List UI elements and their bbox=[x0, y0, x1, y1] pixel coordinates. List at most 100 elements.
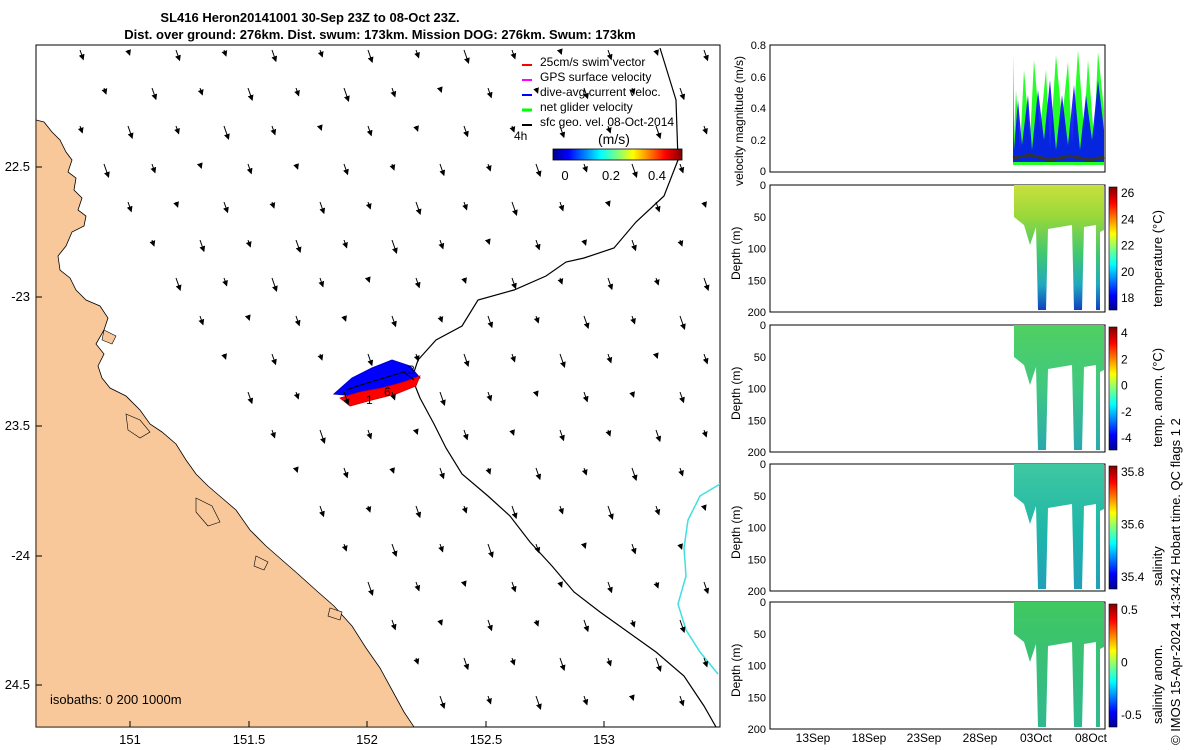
velocity-arrow bbox=[702, 657, 709, 668]
map-x-tick: 151.5 bbox=[233, 732, 266, 747]
depth-tick: 200 bbox=[748, 307, 766, 319]
isobath-1000m bbox=[677, 483, 720, 675]
colorbar-tick: 0.5 bbox=[1121, 603, 1138, 617]
colorbar-tick: 18 bbox=[1121, 291, 1135, 305]
velocity-arrow bbox=[582, 391, 589, 403]
colorbar-tick: 0 bbox=[1121, 379, 1128, 393]
velocity-arrow bbox=[702, 353, 709, 365]
velocity-arrow bbox=[223, 201, 229, 214]
depth-tick: 100 bbox=[748, 523, 766, 535]
velocity-arrow bbox=[125, 49, 131, 56]
velocity-arrow bbox=[389, 467, 395, 474]
credit-footer: © IMOS 15-Apr-2024 14:34:42 Hobart time.… bbox=[1168, 418, 1183, 745]
legend-dive-avg-current: dive-avg current veloc. bbox=[540, 85, 661, 99]
velocity-arrow bbox=[606, 49, 613, 61]
velocity-arrow bbox=[343, 163, 349, 176]
velocity-arrow bbox=[677, 239, 684, 247]
velocity-arrow bbox=[367, 49, 374, 64]
track-label-6: 6 bbox=[384, 385, 391, 399]
velocity-arrow bbox=[317, 49, 324, 58]
velocity-arrow bbox=[103, 163, 110, 178]
map-y-tick: 22.5 bbox=[5, 159, 30, 174]
velocity-arrow bbox=[534, 239, 541, 251]
velocity-arrow bbox=[701, 429, 708, 438]
velocity-arrow bbox=[463, 125, 469, 138]
depth-tick: 0 bbox=[760, 459, 766, 471]
velocity-arrow bbox=[221, 353, 227, 360]
velocity-arrow bbox=[582, 695, 589, 706]
velocity-arrow bbox=[484, 238, 491, 245]
colorbar-tick: 0 bbox=[561, 168, 568, 183]
velocity-arrow bbox=[439, 467, 445, 480]
velocity-arrow bbox=[631, 239, 637, 252]
depth-tick: 50 bbox=[754, 352, 766, 364]
velocity-arrow bbox=[654, 201, 661, 213]
velocity-arrow bbox=[126, 201, 133, 213]
velocity-arrow bbox=[293, 391, 300, 400]
velocity-arrow bbox=[605, 125, 612, 134]
date-tick: 13Sep bbox=[796, 731, 831, 745]
velocity-arrow bbox=[245, 239, 252, 248]
velocity-arrow bbox=[175, 277, 182, 292]
velocity-arrow bbox=[151, 87, 158, 101]
vel-y-tick: 0.8 bbox=[751, 40, 766, 52]
velocity-arrow bbox=[511, 505, 518, 520]
velocity-arrow bbox=[678, 695, 685, 707]
velocity-arrow bbox=[678, 163, 685, 174]
velocity-arrow bbox=[703, 277, 710, 292]
velocity-arrow bbox=[629, 391, 635, 398]
colorbar-tick: 35.4 bbox=[1121, 570, 1145, 584]
legend-gps-velocity: GPS surface velocity bbox=[540, 70, 651, 84]
depth-tick: 50 bbox=[754, 212, 766, 224]
velocity-arrow bbox=[413, 353, 420, 362]
velocity-arrow bbox=[535, 467, 542, 481]
colorbar bbox=[1108, 326, 1118, 451]
velocity-arrow bbox=[391, 239, 398, 254]
velocity-arrow bbox=[728, 88, 730, 95]
profile-field bbox=[1014, 602, 1104, 727]
velocity-arrow bbox=[292, 466, 299, 473]
velocity-arrow bbox=[700, 504, 707, 511]
map-y-tick: 24.5 bbox=[5, 677, 30, 692]
velocity-arrow bbox=[222, 277, 228, 287]
velocity-arrow bbox=[535, 695, 542, 710]
colorbar-tick: -2 bbox=[1121, 405, 1132, 419]
velocity-arrow bbox=[365, 505, 372, 513]
velocity-arrow bbox=[486, 87, 493, 99]
velocity-arrow bbox=[607, 505, 614, 520]
velocity-arrow bbox=[294, 87, 300, 97]
velocity-arrow bbox=[223, 125, 230, 140]
velocity-arrow bbox=[270, 125, 277, 136]
colorbar-tick: 4 bbox=[1121, 326, 1128, 340]
velocity-arrow bbox=[366, 125, 373, 137]
velocity-arrow bbox=[629, 619, 636, 628]
velocity-arrow bbox=[631, 163, 638, 178]
velocity-arrow bbox=[174, 125, 180, 135]
velocity-arrow bbox=[318, 277, 325, 288]
velocity-arrow bbox=[199, 239, 206, 253]
velocity-arrow bbox=[559, 429, 565, 442]
velocity-arrow bbox=[390, 391, 396, 401]
velocity-arrow bbox=[463, 353, 470, 368]
depth-tick: 100 bbox=[748, 661, 766, 673]
velocity-arrow bbox=[413, 125, 419, 132]
title-line-2: Dist. over ground: 276km. Dist. swum: 17… bbox=[124, 27, 636, 42]
velocity-arrow bbox=[677, 543, 683, 550]
velocity-arrow bbox=[460, 580, 467, 587]
colorbar-label: temp. anom. (°C) bbox=[1150, 348, 1165, 447]
velocity-arrow bbox=[294, 315, 301, 327]
date-tick: 18Sep bbox=[852, 731, 887, 745]
velocity-arrow bbox=[150, 163, 157, 174]
velocity-arrow bbox=[653, 49, 659, 56]
velocity-arrow bbox=[533, 87, 539, 94]
velocity-arrow bbox=[679, 391, 685, 404]
velocity-panel: 0.8 0.6 0.4 0.2 0 velocity magnitude (m/… bbox=[732, 40, 1106, 186]
velocity-arrow bbox=[271, 277, 278, 292]
velocity-arrow bbox=[702, 125, 708, 135]
velocity-arrow bbox=[558, 505, 564, 515]
velocity-arrow bbox=[535, 163, 542, 178]
colorbar-tick: 35.6 bbox=[1121, 518, 1145, 532]
date-tick: 23Sep bbox=[907, 731, 942, 745]
velocity-arrow bbox=[343, 87, 350, 102]
velocity-arrow bbox=[653, 277, 660, 286]
